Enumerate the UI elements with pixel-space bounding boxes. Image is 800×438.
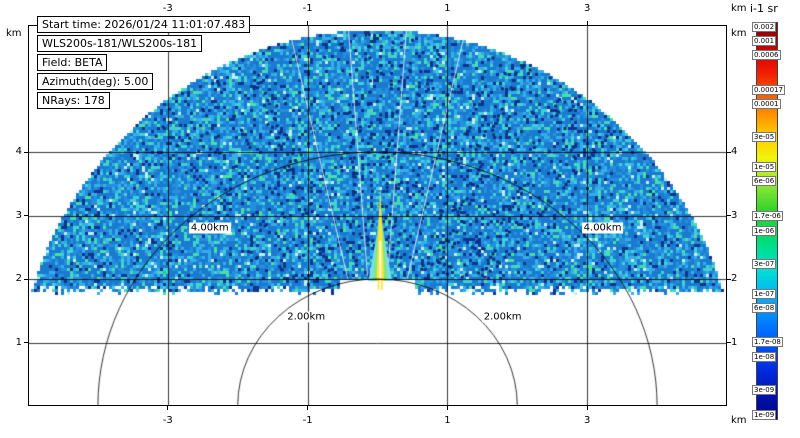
info-line: WLS200s-181/WLS200s-181 xyxy=(37,35,203,52)
x-tick-label-bottom: -3 xyxy=(162,415,173,426)
colorbar-tick-label: 1e-07 xyxy=(752,288,777,299)
y-tick-label-left: 4 xyxy=(15,146,22,157)
colorbar-tick-label: 0.0006 xyxy=(752,50,781,61)
colorbar-tick-label: 1.7e-08 xyxy=(752,337,783,348)
colorbar-tick-label: 1e-09 xyxy=(752,410,777,420)
x-tick-label-top: 1 xyxy=(444,3,451,14)
range-ring-label: 4.00km xyxy=(581,222,624,234)
y-tick-label-right: 3 xyxy=(731,209,738,221)
y-tick-label-right: 1 xyxy=(731,336,738,348)
colorbar-tick-label: 0.001 xyxy=(752,36,777,46)
y-tick-label-right: 2 xyxy=(731,273,738,284)
range-ring-label: 4.00km xyxy=(188,222,231,234)
x-tick-label-top: -3 xyxy=(162,3,173,14)
range-ring-label: 2.00km xyxy=(481,311,524,323)
y-tick-mark xyxy=(24,278,28,280)
y-tick-mark xyxy=(24,215,28,216)
y-tick-label-right: 4 xyxy=(731,146,738,157)
colorbar-tick-label: 1e-08 xyxy=(752,351,777,362)
range-ring-label: 2.00km xyxy=(285,311,328,323)
scan-info-box: Start time: 2026/01/24 11:01:07.483 WLS20… xyxy=(37,16,251,109)
y-tick-label-left: 2 xyxy=(15,273,22,284)
y-tick-mark xyxy=(24,151,28,153)
colorbar-tick-label: 0.002 xyxy=(752,22,777,32)
colorbar-tick-label: 6e-06 xyxy=(752,176,777,187)
info-line: NRays: 178 xyxy=(37,92,110,109)
info-line: Field: BETA xyxy=(37,54,108,71)
x-axis-unit-top: km xyxy=(731,3,747,14)
colorbar-tick-label: 0.0001 xyxy=(752,99,781,110)
x-tick-label-top: -1 xyxy=(302,3,313,14)
y-tick-mark xyxy=(24,342,28,343)
y-axis-unit-right: km xyxy=(731,28,747,39)
colorbar-tick-label: 1e-06 xyxy=(752,225,777,236)
colorbar-units-label: i-1 sr xyxy=(750,2,778,15)
x-tick-mark xyxy=(446,406,448,410)
x-tick-mark xyxy=(167,406,169,410)
x-tick-mark xyxy=(307,406,309,410)
x-tick-label-bottom: 1 xyxy=(444,415,451,426)
colorbar-tick-label: 3e-09 xyxy=(752,384,777,395)
colorbar-tick-label: 3e-07 xyxy=(752,258,777,269)
y-tick-mark xyxy=(727,278,731,280)
y-tick-label-left: 1 xyxy=(15,336,22,348)
y-tick-mark xyxy=(727,342,731,343)
x-tick-mark xyxy=(586,21,588,25)
y-axis-unit-left: km xyxy=(6,28,22,39)
x-tick-label-bottom: 3 xyxy=(584,415,591,426)
colorbar-tick-label: 1e-05 xyxy=(752,162,777,173)
info-line: Start time: 2026/01/24 11:01:07.483 xyxy=(37,16,251,33)
x-tick-label-bottom: -1 xyxy=(302,415,313,426)
x-axis-unit-bottom: km xyxy=(731,415,747,426)
x-tick-mark xyxy=(307,21,309,25)
y-tick-mark xyxy=(727,151,731,153)
colorbar-tick-label: 1.7e-06 xyxy=(752,210,783,221)
colorbar-tick-label: 0.00017 xyxy=(752,84,785,95)
x-tick-label-top: 3 xyxy=(584,3,591,14)
y-tick-mark xyxy=(727,215,731,216)
x-tick-mark xyxy=(586,406,588,410)
info-line: Azimuth(deg): 5.00 xyxy=(37,73,154,90)
y-tick-label-left: 3 xyxy=(15,209,22,221)
colorbar-tick-label: 6e-08 xyxy=(752,302,777,313)
x-tick-mark xyxy=(446,21,448,25)
colorbar-tick-label: 3e-05 xyxy=(752,132,777,143)
